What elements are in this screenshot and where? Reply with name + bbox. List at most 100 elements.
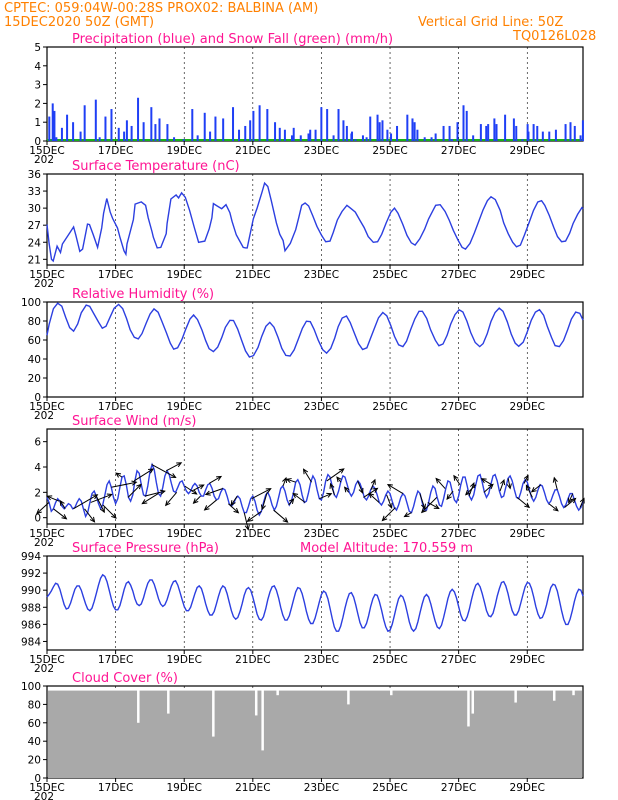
wind-arrow [230,495,238,507]
precip-bar [493,118,496,141]
precip-bar [320,107,323,141]
precip-bar [541,131,544,141]
wind-arrow [133,468,155,482]
cloud-cover-dip [390,689,393,696]
cloud-xtick-label: 27DEC [441,782,476,794]
wind-arrow [446,490,454,500]
cloud-ytick-label: 40 [28,736,41,748]
precip-title: Precipitation (blue) and Snow Fall (gree… [72,32,393,47]
precip-bar [104,116,107,141]
wind-arrow [516,497,531,509]
temp-panel: 15DEC 17DEC 19DEC 21DEC 23DEC 25DEC 27DEC 29DEC… [28,159,584,290]
temp-series-line [46,181,584,263]
precip-bar [51,103,54,141]
precip-bar [351,131,354,141]
cloud-cover-area [48,690,582,778]
precip-bar [299,135,302,141]
wind-arrow [427,502,440,510]
wind-arrow [127,483,142,498]
precip-bar [238,129,241,141]
pressure-series-line [46,573,584,633]
precip-bar [381,120,384,141]
cloud-cover-dip [276,689,279,696]
pressure-panel: 15DEC 17DEC 19DEC 21DEC 23DEC 25DEC 27DEC 29DEC… [21,541,584,675]
wind-arrow [548,503,559,512]
precip-bar [495,124,498,141]
wind-arrow [90,493,113,503]
precip-bar [166,124,169,141]
precip-bar [423,137,426,141]
pressure-xtick-label: 23DEC [304,654,339,666]
precip-ytick-label: 5 [34,42,41,54]
precip-bar [125,120,128,141]
wind-frame [46,428,584,525]
wind-arrow [141,493,159,505]
temp-ytick-label: 27 [28,220,41,232]
precip-bar [150,107,153,141]
precip-xtick-label: 23DEC [304,145,339,157]
temp-ytick-label: 24 [28,237,42,249]
pressure-year-label: 202 [34,663,54,675]
temp-title: Surface Temperature (nC) [72,159,240,174]
wind-arrow [453,474,461,486]
temp-xtick-label: 19DEC [167,269,202,281]
rh-xtick-label: 21DEC [235,401,270,413]
precip-bar [504,114,507,141]
precip-bar [376,114,379,141]
precip-bar [487,124,490,141]
wind-arrow [420,497,438,514]
wind-arrow [243,512,250,531]
precip-xtick-label: 17DEC [98,145,133,157]
wind-arrow [84,508,96,523]
wind-arrow [164,492,178,507]
wind-arrow [499,478,506,492]
precip-bar [332,135,335,141]
wind-arrow [151,464,177,479]
wind-xtick-label: 19DEC [167,528,202,540]
precip-bar [66,114,69,141]
precip-bar [386,129,389,141]
precip-xtick-label: 21DEC [235,145,270,157]
temp-xtick-label: 27DEC [441,269,476,281]
precip-bar [292,127,295,141]
wind-arrow [506,478,512,490]
wind-arrow [381,507,396,522]
precip-bar [581,120,584,141]
cloud-ytick-label: 20 [28,755,41,767]
cloud-cover-dip [254,689,258,716]
wind-series-line [46,462,584,519]
wind-arrow [282,476,288,487]
cloud-xtick-label: 15DEC [29,782,64,794]
precip-bar [117,127,120,141]
wind-arrow [144,489,166,497]
precip-bar [110,109,113,141]
temp-xtick-label: 21DEC [235,269,270,281]
wind-arrow [228,503,240,514]
rh-xtick-label: 29DEC [510,401,545,413]
precip-bar [158,118,161,141]
rh-panel: 15DEC 17DEC 19DEC 21DEC 23DEC 25DEC 27DEC 29DEC… [21,287,584,422]
precip-bar [579,135,582,141]
temp-ytick-label: 21 [28,254,41,266]
wind-ytick-label: 2 [34,487,41,499]
precip-bar [354,139,357,141]
cloud-panel: 15DEC 17DEC 19DEC 21DEC 23DEC 25DEC 27DEC 29DEC… [21,671,584,800]
precip-bar [203,112,206,141]
wind-ytick-label: 0 [34,513,41,525]
precip-bar [266,109,269,141]
rh-series-line [46,302,584,358]
precip-xtick-label: 27DEC [441,145,476,157]
rh-xtick-label: 15DEC [29,401,64,413]
precip-bar [564,124,567,141]
cloud-cover-dip [572,689,575,696]
wind-year-label: 202 [34,537,54,549]
wind-arrow [73,494,99,510]
precip-bar [554,129,557,141]
precip-bar [369,116,372,141]
precip-bar [137,97,140,141]
rh-ytick-label: 80 [28,316,41,328]
precip-ytick-label: 0 [34,136,41,148]
precip-bar [396,125,399,141]
wind-arrow [368,492,380,503]
precip-bar [361,135,364,141]
